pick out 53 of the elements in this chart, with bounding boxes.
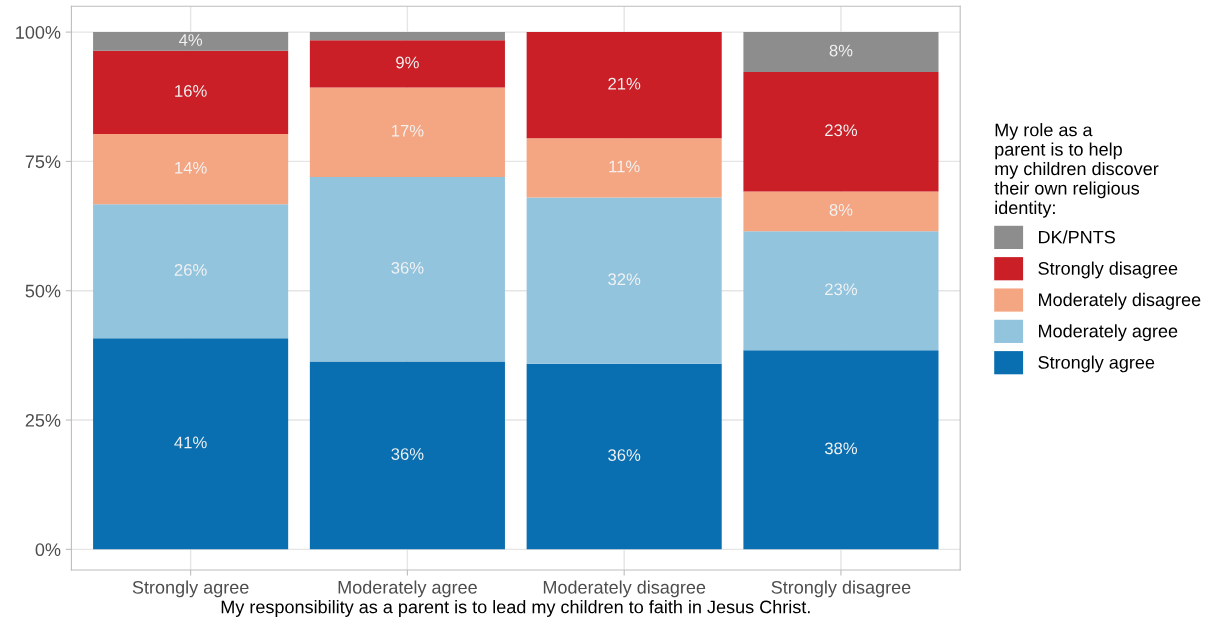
bar (743, 350, 939, 550)
legend-label: Moderately disagree (1039, 292, 1201, 310)
bar (309, 176, 505, 362)
data-label: 41% (174, 436, 207, 449)
data-label: 23% (825, 124, 858, 137)
data-label: 14% (175, 161, 207, 174)
legend-label: Moderately agree (1039, 324, 1178, 342)
data-label: 8% (829, 204, 853, 216)
data-label: 38% (824, 442, 858, 455)
data-label: 8% (829, 44, 853, 57)
bar (743, 32, 939, 72)
data-label: 4% (178, 34, 203, 46)
legend-label: Strongly disagree (1038, 261, 1178, 279)
bar (93, 204, 289, 339)
legend-label: DK/PNTS (1039, 230, 1115, 244)
bar (526, 32, 722, 139)
bar (309, 361, 505, 550)
bar (526, 197, 722, 364)
y-tick-label: 50% (25, 284, 61, 298)
data-label: 16% (175, 85, 207, 97)
data-label: 9% (396, 56, 419, 69)
y-tick-label: 0% (35, 543, 61, 557)
x-tick-label: Strongly disagree (771, 580, 911, 598)
data-label: 36% (608, 449, 641, 461)
bar (526, 363, 722, 550)
bar (93, 32, 289, 51)
bar (743, 231, 939, 351)
data-label: 32% (608, 273, 641, 286)
y-tick-label: 100% (16, 26, 61, 39)
bar (743, 191, 939, 232)
bar (93, 50, 289, 134)
x-tick-label: Moderately disagree (543, 580, 706, 598)
data-label: 26% (174, 264, 207, 276)
x-tick-label: Moderately agree (338, 580, 477, 598)
y-tick-label: 25% (25, 413, 61, 427)
bar (93, 133, 289, 205)
bar (309, 40, 505, 88)
legend-title: My role as a parent is to help my children discover their own religious identity: (994, 123, 1159, 218)
x-axis-title: My responsibility as a parent is to lead my children to faith in Jesus Christ. (221, 600, 810, 617)
bar (309, 32, 505, 41)
data-label: 36% (391, 448, 424, 460)
bar (526, 138, 722, 198)
data-label: 36% (391, 261, 424, 274)
bar (743, 71, 939, 192)
data-label: 17% (391, 124, 424, 137)
legend-label: Strongly agree (1038, 355, 1155, 373)
bar (93, 338, 289, 550)
data-label: 11% (609, 160, 640, 173)
data-label: 21% (608, 77, 641, 90)
data-label: 23% (825, 283, 858, 296)
x-tick-label: Strongly agree (132, 580, 249, 598)
y-tick-label: 75% (25, 155, 61, 169)
bar (309, 87, 505, 177)
